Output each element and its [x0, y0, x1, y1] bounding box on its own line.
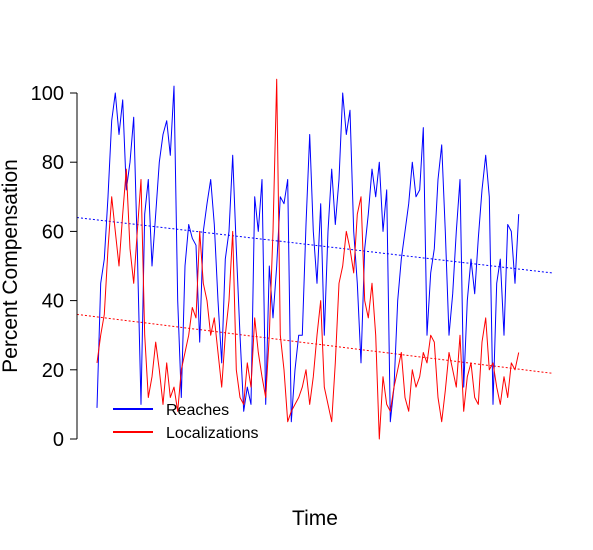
y-tick-label-80: 80: [42, 152, 64, 174]
series-line-reaches: [96, 85, 520, 423]
legend-label-reaches: Reaches: [166, 402, 229, 419]
y-tick-label-40: 40: [42, 291, 64, 313]
series-line-localizations: [96, 78, 520, 440]
trend-lines: [76, 217, 553, 374]
y-tick-label-20: 20: [42, 360, 64, 382]
legend: Reaches Localizations: [113, 402, 259, 442]
x-axis-title: Time: [292, 507, 338, 530]
y-axis-title: Percent Compensation: [0, 159, 22, 373]
series-lines: [96, 78, 520, 440]
y-tick-label-0: 0: [53, 429, 64, 451]
y-tick-label-60: 60: [42, 221, 64, 243]
y-axis-ticks: 0 20 40 60 80 100: [31, 83, 77, 451]
y-tick-label-100: 100: [31, 83, 64, 105]
legend-label-localizations: Localizations: [166, 425, 259, 442]
